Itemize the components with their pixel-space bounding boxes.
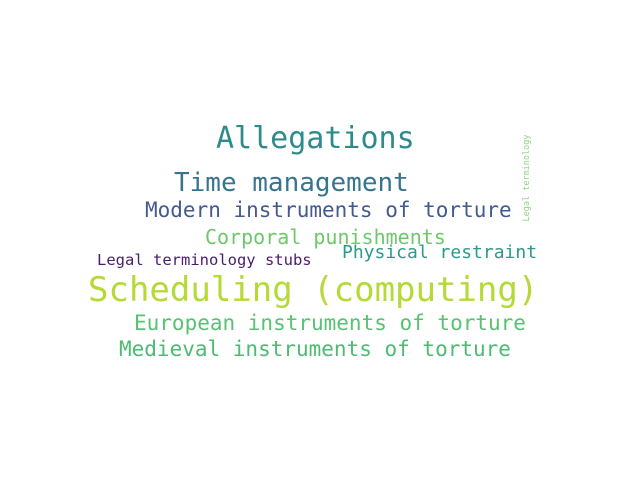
word-medieval-instruments-of-torture: Medieval instruments of torture: [119, 337, 511, 361]
word-european-instruments-of-torture: European instruments of torture: [134, 311, 526, 335]
word-allegations: Allegations: [216, 121, 415, 156]
word-modern-instruments-of-torture: Modern instruments of torture: [145, 198, 512, 222]
word-scheduling-computing: Scheduling (computing): [88, 270, 539, 310]
word-legal-terminology-stubs: Legal terminology stubs: [97, 251, 312, 269]
word-physical-restraint: Physical restraint: [342, 242, 538, 263]
word-legal-terminology: Legal terminology: [521, 134, 532, 222]
word-time-management: Time management: [174, 168, 409, 198]
word-corporal-punishments: Corporal punishments: [205, 225, 446, 249]
